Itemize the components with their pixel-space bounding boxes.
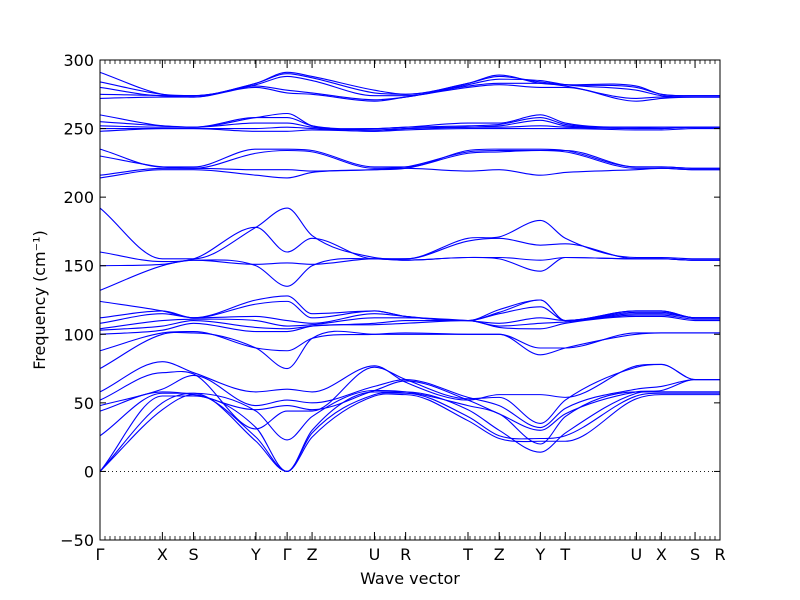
- y-tick-label: 150: [63, 257, 94, 276]
- phonon-branch-6: [99, 374, 720, 429]
- x-tick-label: R: [400, 545, 411, 564]
- x-tick-label: Γ: [283, 545, 292, 564]
- phonon-branch-7: [99, 363, 720, 430]
- x-tick-label: T: [462, 545, 473, 564]
- x-tick-label: X: [656, 545, 667, 564]
- phonon-branch-4: [99, 389, 720, 445]
- phonon-branch-5: [99, 378, 720, 431]
- y-axis-label: Frequency (cm⁻¹): [30, 230, 49, 369]
- x-tick-label: Z: [307, 545, 318, 564]
- phonon-branch-11: [99, 315, 720, 335]
- x-tick-label: T: [559, 545, 570, 564]
- y-tick-label: 0: [84, 462, 94, 481]
- y-tick-label: 300: [63, 51, 94, 70]
- phonon-branch-12: [99, 314, 720, 331]
- phonon-branch-10: [99, 330, 720, 352]
- y-tick-label: 50: [74, 394, 94, 413]
- x-tick-label: S: [188, 545, 198, 564]
- x-tick-label: Γ: [96, 545, 105, 564]
- phonon-branch-25: [99, 128, 720, 132]
- phonon-branch-16: [99, 295, 720, 322]
- x-tick-label: R: [714, 545, 725, 564]
- phonon-branch-8: [99, 361, 720, 401]
- y-tick-label: 200: [63, 188, 94, 207]
- phonon-branch-27: [99, 119, 720, 131]
- y-tick-label: 250: [63, 120, 94, 139]
- plot-frame: [99, 59, 721, 541]
- x-tick-label: Y: [250, 545, 261, 564]
- x-tick-label: Z: [494, 545, 505, 564]
- phonon-branch-19: [99, 226, 720, 263]
- x-tick-label: U: [631, 545, 643, 564]
- phonon-branch-21: [99, 167, 720, 179]
- x-tick-label: Y: [534, 545, 545, 564]
- y-tick-label: 100: [63, 325, 94, 344]
- phonon-branch-20: [99, 207, 720, 260]
- data-layer: [99, 71, 720, 472]
- phonon-branch-24: [99, 148, 720, 169]
- x-tick-label: U: [369, 545, 381, 564]
- phonon-branch-22: [99, 149, 720, 176]
- y-tick-label: −50: [60, 531, 94, 550]
- phonon-branch-2: [99, 392, 720, 472]
- phonon-branch-29: [99, 112, 720, 130]
- x-tick-label: S: [690, 545, 700, 564]
- phonon-branch-34: [99, 71, 720, 97]
- x-tick-label: X: [157, 545, 168, 564]
- x-axis-label: Wave vector: [360, 569, 460, 588]
